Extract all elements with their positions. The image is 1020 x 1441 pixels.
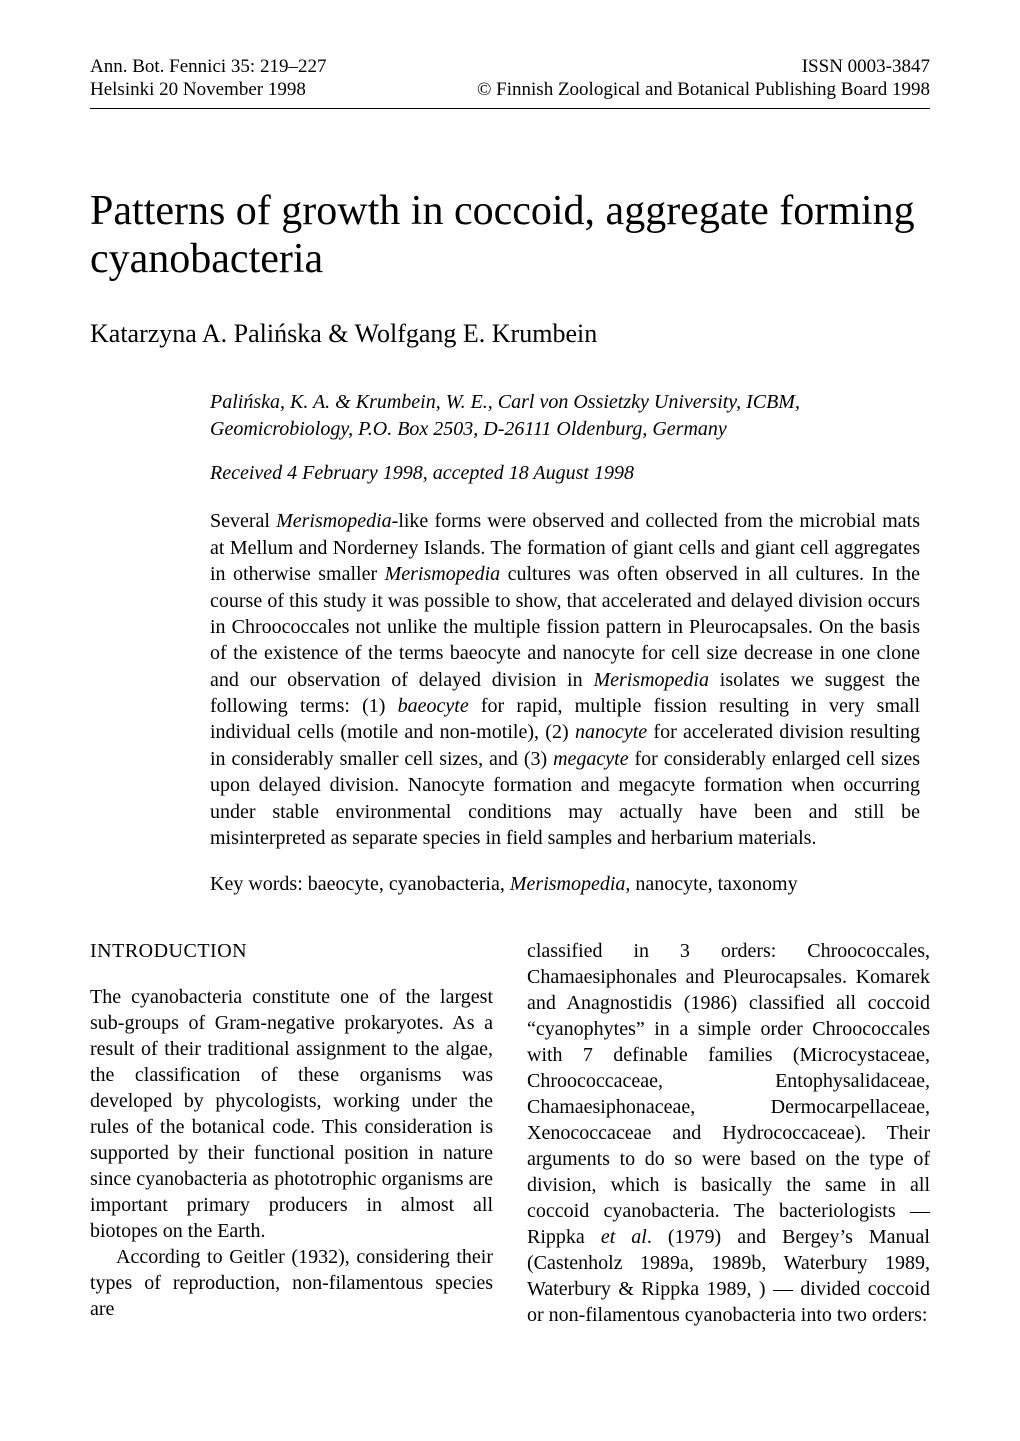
section-heading-introduction: INTRODUCTION [90, 938, 493, 964]
column-left: INTRODUCTION The cyanobacteria constitut… [90, 938, 493, 1328]
body-paragraph: classified in 3 orders: Chroococcales, C… [527, 938, 930, 1328]
affiliation: Palińska, K. A. & Krumbein, W. E., Carl … [210, 389, 920, 442]
keywords: Key words: baeocyte, cyanobacteria, Meri… [210, 871, 920, 897]
running-header: Ann. Bot. Fennici 35: 219–227 Helsinki 2… [90, 56, 930, 109]
article-title: Patterns of growth in coccoid, aggregate… [90, 187, 930, 284]
column-right: classified in 3 orders: Chroococcales, C… [527, 938, 930, 1328]
abstract: Several Merismopedia-like forms were obs… [210, 508, 920, 851]
header-right: ISSN 0003-3847 © Finnish Zoological and … [477, 56, 930, 102]
header-left: Ann. Bot. Fennici 35: 219–227 Helsinki 2… [90, 56, 326, 102]
body-columns: INTRODUCTION The cyanobacteria constitut… [90, 938, 930, 1328]
authors: Katarzyna A. Palińska & Wolfgang E. Krum… [90, 319, 930, 349]
received-dates: Received 4 February 1998, accepted 18 Au… [210, 460, 920, 486]
meta-block: Palińska, K. A. & Krumbein, W. E., Carl … [210, 389, 920, 486]
body-paragraph: According to Geitler (1932), considering… [90, 1244, 493, 1322]
body-paragraph: The cyanobacteria constitute one of the … [90, 984, 493, 1244]
page: Ann. Bot. Fennici 35: 219–227 Helsinki 2… [0, 0, 1020, 1441]
